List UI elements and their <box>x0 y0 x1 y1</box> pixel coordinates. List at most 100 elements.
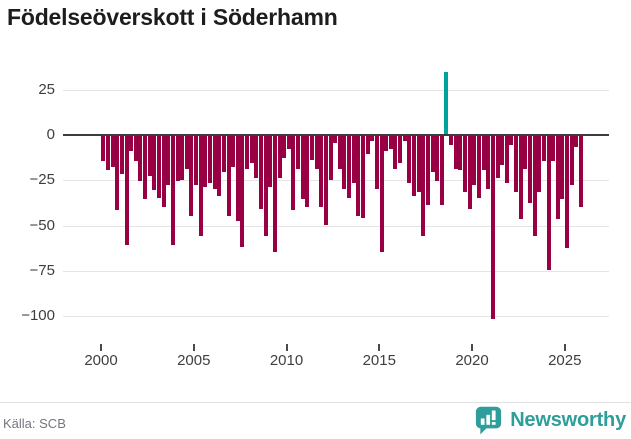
bar <box>101 136 106 162</box>
bar <box>421 136 426 236</box>
bar <box>119 136 124 175</box>
bar <box>361 136 366 218</box>
y-axis-label: −25 <box>29 171 55 189</box>
bar <box>133 136 138 162</box>
bar <box>217 136 222 196</box>
bar <box>170 136 175 245</box>
gridline <box>63 316 609 318</box>
bar <box>388 136 393 149</box>
bar <box>124 136 129 245</box>
bar <box>565 136 570 249</box>
bar <box>370 136 375 142</box>
bar <box>231 136 236 167</box>
bar <box>425 136 430 205</box>
bar <box>439 136 444 205</box>
chart-title: Födelseöverskott i Söderhamn <box>7 4 338 30</box>
bar <box>384 136 389 151</box>
bar <box>398 136 403 164</box>
x-axis-tick <box>100 344 102 351</box>
bar <box>143 136 148 200</box>
bar <box>379 136 384 253</box>
bar <box>402 136 407 142</box>
bar <box>486 136 491 189</box>
bar <box>472 136 477 185</box>
bar <box>161 136 166 207</box>
bar <box>156 136 161 198</box>
bar <box>337 136 342 169</box>
bar <box>481 136 486 171</box>
bar <box>268 136 273 187</box>
gridline <box>63 89 609 91</box>
bar <box>490 136 495 320</box>
bar <box>574 136 579 147</box>
bar <box>463 136 468 193</box>
gridline <box>63 271 609 273</box>
x-axis-label: 2025 <box>548 352 582 369</box>
newsworthy-logo[interactable]: Newsworthy <box>474 405 626 435</box>
bar <box>180 136 185 180</box>
bar <box>500 136 505 166</box>
x-axis-tick <box>378 344 381 351</box>
bar <box>476 136 481 198</box>
bar <box>286 136 291 149</box>
bar <box>412 136 417 196</box>
bar <box>291 136 296 211</box>
bar <box>147 136 152 176</box>
bar <box>263 136 268 236</box>
bar <box>207 136 212 184</box>
bar <box>314 136 319 169</box>
bar <box>272 136 277 253</box>
bar <box>212 136 217 189</box>
bar <box>138 136 143 182</box>
bar <box>342 136 347 189</box>
bar <box>328 136 333 180</box>
bar <box>407 136 412 184</box>
bar <box>198 136 203 236</box>
bar <box>166 136 171 185</box>
x-axis-tick <box>192 344 195 351</box>
highlight-bar <box>444 71 449 135</box>
footer-divider <box>0 402 631 403</box>
x-axis-tick <box>563 344 566 351</box>
bar <box>523 136 528 169</box>
x-axis-label: 2020 <box>455 352 489 369</box>
bar <box>245 136 250 169</box>
bar <box>555 136 560 220</box>
bar <box>175 136 180 182</box>
bar <box>504 136 509 184</box>
y-axis-label: 25 <box>38 80 55 98</box>
bar <box>527 136 532 204</box>
source-note: Källa: SCB <box>3 416 66 431</box>
gridline <box>63 225 609 227</box>
bar <box>249 136 254 164</box>
bar <box>430 136 435 173</box>
bar <box>518 136 523 220</box>
bar <box>578 136 583 207</box>
bar <box>541 136 546 162</box>
y-axis-label: −100 <box>21 307 55 325</box>
bar <box>356 136 361 216</box>
bar <box>551 136 556 162</box>
x-axis-tick <box>285 344 288 351</box>
bar <box>560 136 565 200</box>
bar <box>546 136 551 271</box>
bar <box>194 136 199 185</box>
bar <box>333 136 338 144</box>
x-axis-label: 2010 <box>269 352 304 369</box>
bar <box>258 136 263 209</box>
bar <box>458 136 463 171</box>
newsworthy-bubble-barchart-icon <box>474 405 503 435</box>
x-axis-tick <box>471 344 473 351</box>
bar <box>203 136 208 187</box>
bar <box>319 136 324 207</box>
bar <box>300 136 305 200</box>
bar <box>374 136 379 189</box>
bar <box>226 136 231 216</box>
x-axis-label: 2015 <box>362 352 396 369</box>
y-axis-label: −50 <box>29 216 55 234</box>
bar <box>189 136 194 216</box>
bar <box>310 136 314 160</box>
bar <box>532 136 537 236</box>
bar <box>509 136 514 146</box>
